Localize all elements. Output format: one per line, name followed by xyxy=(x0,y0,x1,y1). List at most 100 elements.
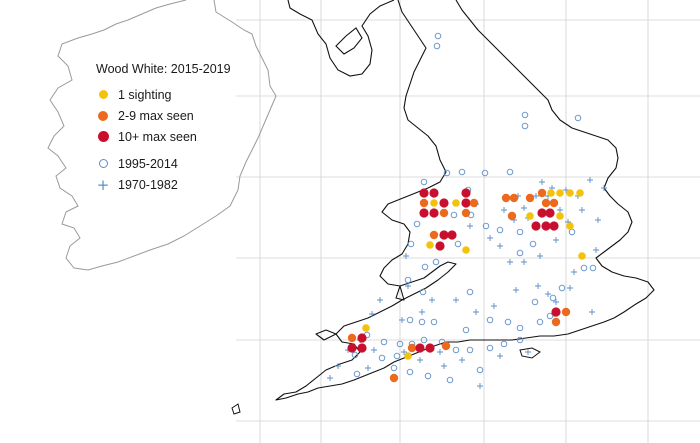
record-10-plus-dot xyxy=(435,241,445,251)
record-2-9-dot xyxy=(501,193,511,203)
record-1970-1982-plus xyxy=(587,177,593,183)
record-2-9-dot xyxy=(561,307,571,317)
record-1970-1982-plus xyxy=(539,179,545,185)
record-1995-2014-ring xyxy=(516,324,524,332)
record-1-sighting-dot xyxy=(404,352,412,360)
record-1970-1982-plus xyxy=(497,243,503,249)
record-1995-2014-ring xyxy=(393,352,401,360)
record-2-9-dot xyxy=(469,198,479,208)
record-1970-1982-plus xyxy=(491,303,497,309)
record-10-plus-dot xyxy=(461,188,471,198)
record-1970-1982-plus xyxy=(513,287,519,293)
record-1995-2014-ring xyxy=(504,318,512,326)
record-1995-2014-ring xyxy=(546,312,554,320)
record-1970-1982-plus xyxy=(497,353,503,359)
record-1970-1982-plus xyxy=(419,309,425,315)
record-1995-2014-ring xyxy=(531,298,539,306)
record-1995-2014-ring xyxy=(516,249,524,257)
legend-title: Wood White: 2015-2019 xyxy=(96,62,231,76)
record-10-plus-dot xyxy=(429,188,439,198)
record-1-sighting-dot xyxy=(362,324,370,332)
record-1970-1982-plus xyxy=(535,283,541,289)
record-1995-2014-ring xyxy=(589,264,597,272)
record-1995-2014-ring xyxy=(424,372,432,380)
record-2-9-dot xyxy=(389,373,399,383)
record-1970-1982-plus xyxy=(571,269,577,275)
record-1970-1982-plus xyxy=(501,207,507,213)
record-1995-2014-ring xyxy=(413,220,421,228)
legend-symbol-large-dot xyxy=(96,130,110,144)
record-2-9-dot xyxy=(441,341,451,351)
record-10-plus-dot xyxy=(541,221,551,231)
record-1970-1982-plus xyxy=(589,309,595,315)
record-1970-1982-plus xyxy=(417,357,423,363)
record-1970-1982-plus xyxy=(437,349,443,355)
record-1995-2014-ring xyxy=(521,111,529,119)
legend-label: 2-9 max seen xyxy=(118,108,194,123)
record-1970-1982-plus xyxy=(369,311,375,317)
record-1995-2014-ring xyxy=(568,228,576,236)
record-1970-1982-plus xyxy=(521,259,527,265)
record-1-sighting-dot xyxy=(556,189,564,197)
legend-symbol-medium-dot xyxy=(96,109,110,123)
record-1970-1982-plus xyxy=(335,363,341,369)
record-1970-1982-plus xyxy=(399,317,405,323)
record-10-plus-dot xyxy=(425,343,435,353)
record-1995-2014-ring xyxy=(558,284,566,292)
england-wales-outline xyxy=(275,0,655,401)
record-10-plus-dot xyxy=(347,343,357,353)
record-1970-1982-plus xyxy=(553,299,559,305)
record-1995-2014-ring xyxy=(419,288,427,296)
record-1995-2014-ring xyxy=(407,240,415,248)
record-1995-2014-ring xyxy=(466,346,474,354)
record-1970-1982-plus xyxy=(327,375,333,381)
record-10-plus-dot xyxy=(439,230,449,240)
record-1970-1982-plus xyxy=(371,347,377,353)
record-1995-2014-ring xyxy=(486,344,494,352)
record-1-sighting-dot xyxy=(566,222,574,230)
isle-of-wight xyxy=(519,347,541,359)
record-1995-2014-ring xyxy=(351,351,359,359)
record-1970-1982-plus xyxy=(537,253,543,259)
record-1995-2014-ring xyxy=(466,288,474,296)
record-1970-1982-plus xyxy=(557,207,563,213)
record-1970-1982-plus xyxy=(477,383,483,389)
record-1995-2014-ring xyxy=(420,178,428,186)
legend-item-1-sighting: 1 sighting xyxy=(96,84,231,105)
record-2-9-dot xyxy=(347,333,357,343)
record-1995-2014-ring xyxy=(404,276,412,284)
record-1995-2014-ring xyxy=(462,326,470,334)
record-1995-2014-ring xyxy=(529,240,537,248)
record-1995-2014-ring xyxy=(454,240,462,248)
record-1970-1982-plus xyxy=(459,357,465,363)
record-1995-2014-ring xyxy=(390,364,398,372)
record-1995-2014-ring xyxy=(496,226,504,234)
record-1970-1982-plus xyxy=(441,363,447,369)
record-1-sighting-dot xyxy=(578,252,586,260)
record-1970-1982-plus xyxy=(405,283,411,289)
record-1970-1982-plus xyxy=(545,291,551,297)
record-10-plus-dot xyxy=(429,208,439,218)
record-1970-1982-plus xyxy=(453,297,459,303)
record-2-9-dot xyxy=(407,343,417,353)
record-1995-2014-ring xyxy=(500,340,508,348)
record-10-plus-dot xyxy=(447,230,457,240)
record-1970-1982-plus xyxy=(487,235,493,241)
record-1-sighting-dot xyxy=(526,212,534,220)
record-1995-2014-ring xyxy=(432,258,440,266)
record-1995-2014-ring xyxy=(482,222,490,230)
record-1970-1982-plus xyxy=(595,217,601,223)
record-10-plus-dot xyxy=(461,198,471,208)
record-10-plus-dot xyxy=(537,208,547,218)
record-10-plus-dot xyxy=(549,221,559,231)
record-1995-2014-ring xyxy=(433,42,441,50)
legend-label: 1970-1982 xyxy=(118,177,178,192)
legend-label: 10+ max seen xyxy=(118,129,197,144)
record-1970-1982-plus xyxy=(507,259,513,265)
record-1970-1982-plus xyxy=(467,223,473,229)
record-1970-1982-plus xyxy=(601,185,607,191)
record-1970-1982-plus xyxy=(593,247,599,253)
record-10-plus-dot xyxy=(357,343,367,353)
record-2-9-dot xyxy=(439,208,449,218)
